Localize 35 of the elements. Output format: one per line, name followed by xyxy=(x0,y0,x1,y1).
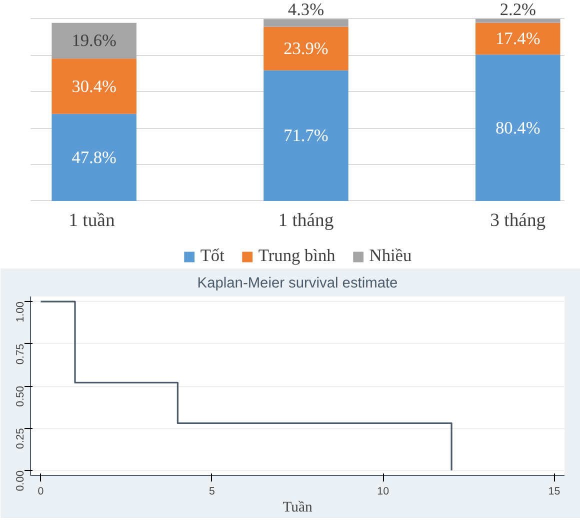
data-label: 80.4% xyxy=(496,118,540,138)
x-tick-label: 0 xyxy=(38,486,44,498)
bar xyxy=(264,70,348,201)
legend-label: Nhiều xyxy=(369,246,412,266)
x-tick-label: 1 tháng xyxy=(278,210,334,232)
data-label: 23.9% xyxy=(284,39,328,58)
legend-label: Tốt xyxy=(200,246,224,266)
y-tick-label: 0.25 xyxy=(14,428,26,449)
chart-title: Kaplan-Meier survival estimate xyxy=(197,276,398,292)
y-tick-label: 0.00 xyxy=(14,470,26,492)
data-label: 19.6% xyxy=(72,31,116,50)
data-label: 2.2% xyxy=(500,0,536,19)
bar xyxy=(52,114,136,201)
x-axis-title: Tuần xyxy=(282,500,313,516)
data-label: 47.8% xyxy=(72,148,116,167)
x-tick-label: 5 xyxy=(208,486,215,498)
y-tick-label: 0.75 xyxy=(14,344,26,365)
y-tick-label: 1.00 xyxy=(14,301,26,322)
bar xyxy=(476,18,560,23)
x-tick-label: 10 xyxy=(377,486,390,498)
y-tick-label: 0.50 xyxy=(14,386,26,407)
x-tick-label: 3 tháng xyxy=(490,210,546,232)
data-label: 4.3% xyxy=(288,0,324,20)
x-tick-label: 1 tuần xyxy=(68,210,116,232)
data-label: 30.4% xyxy=(72,76,116,96)
bar xyxy=(52,22,136,59)
legend-label: Trung bình xyxy=(258,246,336,266)
data-label: 71.7% xyxy=(284,126,328,146)
bar xyxy=(476,54,560,201)
data-label: 17.4% xyxy=(496,29,540,48)
bar xyxy=(476,22,560,55)
x-tick-label: 15 xyxy=(548,486,560,498)
bar xyxy=(264,26,348,70)
bar xyxy=(264,19,348,27)
bar xyxy=(52,58,136,114)
